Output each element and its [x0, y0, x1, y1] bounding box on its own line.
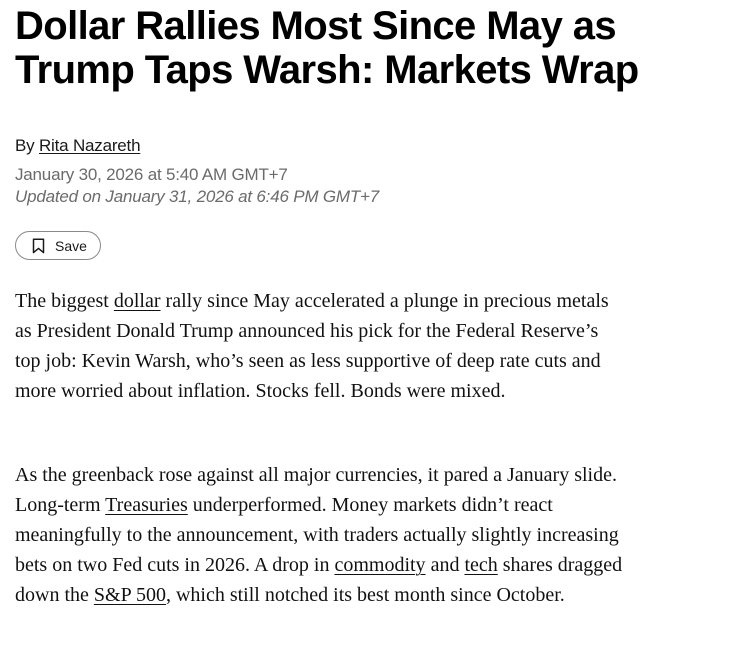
save-label: Save: [55, 237, 87, 254]
paragraph-text: underperformed. Money markets didn’t rea…: [15, 494, 619, 576]
updated-date: Updated on January 31, 2026 at 6:46 PM G…: [15, 187, 380, 206]
paragraph-text: As the greenback rose against all major …: [15, 464, 617, 516]
link-treasuries[interactable]: Treasuries: [105, 494, 188, 516]
article-paragraph-1: The biggest dollar rally since May accel…: [15, 286, 625, 406]
paragraph-text: , which still notched its best month sin…: [165, 584, 565, 606]
published-date: January 30, 2026 at 5:40 AM GMT+7: [15, 165, 288, 184]
article-paragraph-2: As the greenback rose against all major …: [15, 460, 625, 610]
paragraph-text: and: [425, 554, 465, 576]
byline: By Rita Nazareth: [15, 135, 141, 157]
save-button[interactable]: Save: [15, 231, 101, 260]
link-sp500[interactable]: S&P 500: [93, 584, 166, 606]
link-commodity[interactable]: commodity: [334, 554, 426, 576]
article-headline: Dollar Rallies Most Since May as Trump T…: [15, 4, 639, 92]
bookmark-icon: [32, 237, 45, 254]
link-tech[interactable]: tech: [464, 554, 498, 576]
byline-prefix: By: [15, 136, 35, 155]
paragraph-text: shares dragged down the: [15, 554, 623, 606]
author-link[interactable]: Rita Nazareth: [38, 136, 141, 155]
paragraph-text: rally since May accelerated a plunge in …: [15, 290, 609, 402]
paragraph-text: The biggest: [15, 290, 114, 312]
link-dollar[interactable]: dollar: [113, 290, 161, 312]
